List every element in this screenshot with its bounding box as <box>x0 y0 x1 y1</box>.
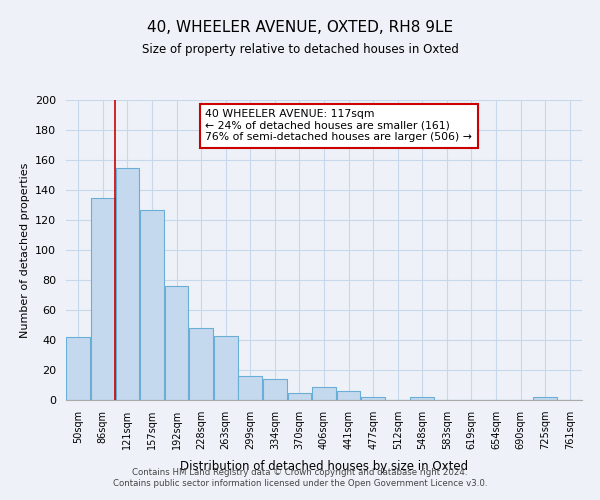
Bar <box>287 392 311 400</box>
Bar <box>410 397 434 400</box>
Bar <box>140 210 164 400</box>
Y-axis label: Number of detached properties: Number of detached properties <box>20 162 29 338</box>
Text: Size of property relative to detached houses in Oxted: Size of property relative to detached ho… <box>142 42 458 56</box>
Text: Contains HM Land Registry data © Crown copyright and database right 2024.
Contai: Contains HM Land Registry data © Crown c… <box>113 468 487 487</box>
Bar <box>164 286 188 400</box>
X-axis label: Distribution of detached houses by size in Oxted: Distribution of detached houses by size … <box>180 460 468 473</box>
Text: 40, WHEELER AVENUE, OXTED, RH8 9LE: 40, WHEELER AVENUE, OXTED, RH8 9LE <box>147 20 453 35</box>
Bar <box>312 386 336 400</box>
Bar <box>67 337 90 400</box>
Bar <box>238 376 262 400</box>
Bar <box>263 379 287 400</box>
Bar <box>214 336 238 400</box>
Bar <box>91 198 115 400</box>
Bar <box>189 328 213 400</box>
Bar <box>337 391 361 400</box>
Bar <box>116 168 139 400</box>
Text: 40 WHEELER AVENUE: 117sqm
← 24% of detached houses are smaller (161)
76% of semi: 40 WHEELER AVENUE: 117sqm ← 24% of detac… <box>205 109 472 142</box>
Bar <box>361 397 385 400</box>
Bar <box>533 397 557 400</box>
